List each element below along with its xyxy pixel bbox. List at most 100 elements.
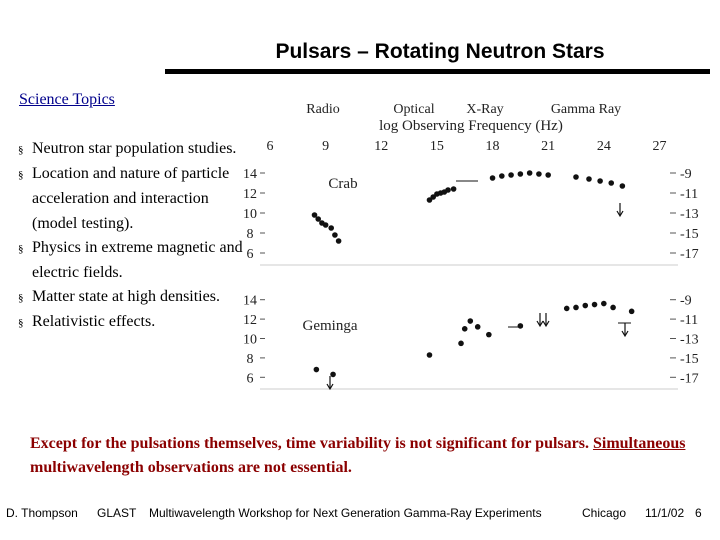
topic-item: § Neutron star population studies. <box>18 137 243 162</box>
data-point <box>526 170 533 176</box>
data-point <box>489 175 496 181</box>
data-point <box>450 186 457 192</box>
data-point <box>328 225 334 231</box>
y-tick-label-right: -13 <box>680 207 699 222</box>
data-point <box>601 300 607 307</box>
bullet-icon: § <box>18 292 24 305</box>
slide-title: Pulsars – Rotating Neutron Stars <box>275 40 605 63</box>
y-tick-label-right: -11 <box>680 187 698 202</box>
data-point <box>322 222 329 228</box>
x-tick-label: 15 <box>430 139 444 154</box>
panel-name: Crab <box>328 176 357 192</box>
data-point <box>430 194 436 200</box>
data-point <box>563 305 570 312</box>
y-tick-label-right: -15 <box>680 352 699 367</box>
footer-page: 6 <box>695 506 702 520</box>
y-tick-label-right: -17 <box>680 371 699 386</box>
bullet-icon: § <box>18 144 24 156</box>
topic-item: § Physics in extreme magnetic and electri… <box>18 236 243 285</box>
y-tick-label-left: 8 <box>247 227 254 242</box>
data-point <box>582 302 589 309</box>
y-tick-label-right: -9 <box>680 294 692 309</box>
footer-city: Chicago <box>582 506 627 520</box>
data-point <box>628 308 635 315</box>
data-point <box>474 324 481 330</box>
data-point <box>467 318 474 324</box>
y-tick-label-left: 8 <box>247 352 254 367</box>
data-point <box>499 173 505 179</box>
bullet-icon: § <box>18 317 24 330</box>
y-tick-label-right: -15 <box>680 227 699 242</box>
x-tick-label: 24 <box>597 139 611 154</box>
topic-text: Physics in extreme magnetic and electric… <box>32 238 243 282</box>
data-point <box>461 326 468 332</box>
topic-item: § Location and nature of particle acceler… <box>18 162 243 236</box>
section-heading: Science Topics <box>19 91 115 108</box>
data-point <box>332 232 338 238</box>
topic-item: § Matter state at high densities. <box>18 285 243 310</box>
y-tick-label-left: 14 <box>243 167 257 182</box>
y-tick-label-left: 10 <box>243 207 257 222</box>
data-point <box>597 178 603 184</box>
note-text-1: Except for the pulsations themselves, ti… <box>30 435 593 452</box>
band-label: Gamma Ray <box>551 102 621 117</box>
data-point <box>315 216 322 222</box>
topic-item: § Relativistic effects. <box>18 310 243 335</box>
topic-text: Neutron star population studies. <box>32 140 237 157</box>
data-point <box>608 180 615 186</box>
data-point <box>545 172 551 178</box>
y-tick-label-left: 14 <box>243 294 257 309</box>
note-text-2: multiwavelength observations are not ess… <box>30 459 352 476</box>
topic-text: Matter state at high densities. <box>32 288 220 306</box>
band-label: Optical <box>393 102 434 117</box>
data-point <box>591 301 598 308</box>
data-point <box>536 171 542 177</box>
data-point <box>517 171 524 177</box>
arrow-head-icon <box>326 383 334 391</box>
data-point <box>508 172 514 178</box>
title-rule <box>165 69 710 74</box>
spectrum-figure: Radio Optical X-Ray Gamma Ray log Observing … <box>228 95 708 425</box>
x-tick-label: 18 <box>486 139 500 154</box>
note-underlined: Simultaneous <box>592 435 686 452</box>
footer-event: Multiwavelength Workshop for Next Genera… <box>149 506 542 520</box>
data-point <box>610 304 616 311</box>
topics-list: § Neutron star population studies. § Locat… <box>18 137 243 336</box>
arrow-head-icon <box>536 320 544 328</box>
data-point <box>486 331 492 338</box>
x-tick-label: 9 <box>322 139 329 154</box>
y-tick-label-right: -11 <box>680 313 698 328</box>
y-tick-label-right: -17 <box>680 247 699 262</box>
footer-org: GLAST <box>97 506 137 520</box>
x-tick-label: 12 <box>374 139 388 154</box>
data-point <box>311 212 318 218</box>
x-axis-label: log Observing Frequency (Hz) <box>379 118 563 134</box>
y-tick-label-left: 6 <box>247 247 254 262</box>
y-tick-label-left: 12 <box>243 187 257 202</box>
data-point <box>619 183 626 189</box>
y-tick-label-left: 12 <box>243 313 257 328</box>
bullet-icon: § <box>18 169 24 182</box>
y-tick-label-left: 6 <box>247 371 254 386</box>
footer-author: D. Thompson <box>6 506 78 520</box>
data-point <box>573 304 579 311</box>
data-point <box>445 187 451 193</box>
data-point <box>517 323 524 329</box>
footer-date: 11/1/02 <box>645 506 685 520</box>
data-point <box>458 340 464 347</box>
data-point <box>313 366 320 373</box>
x-tick-label: 21 <box>541 139 555 154</box>
data-point <box>330 371 336 378</box>
arrow-head-icon <box>616 210 624 218</box>
data-point <box>586 176 592 182</box>
panel-name: Geminga <box>303 318 358 334</box>
bullet-icon: § <box>18 242 24 255</box>
topic-text: Relativistic effects. <box>32 313 156 331</box>
band-label: X-Ray <box>466 102 503 117</box>
footnote: Except for the pulsations themselves, ti… <box>30 432 690 480</box>
data-point <box>426 352 433 358</box>
x-tick-label: 6 <box>267 139 274 154</box>
y-tick-label-left: 10 <box>243 333 257 348</box>
arrow-head-icon <box>542 320 550 328</box>
